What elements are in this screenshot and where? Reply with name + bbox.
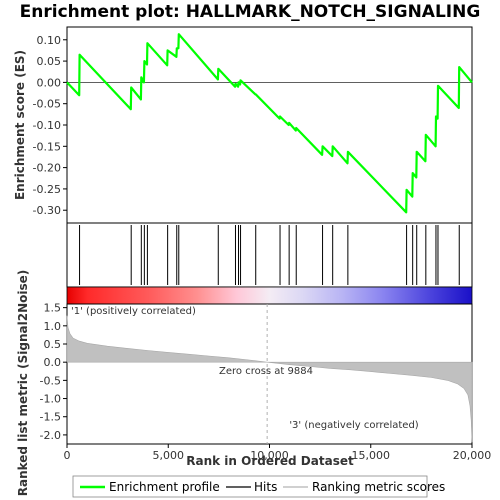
x-tick-label: 0 xyxy=(64,449,71,462)
legend-hits-label: Hits xyxy=(254,480,277,494)
es-y-axis-label: Enrichment score (ES) xyxy=(13,50,27,200)
ranked-y-tick-label: 0.0 xyxy=(44,356,62,369)
ranked-y-tick-label: 1.0 xyxy=(44,320,62,333)
x-axis-label: Rank in Ordered Dataset xyxy=(186,454,354,468)
x-tick-label: 5,000 xyxy=(153,449,185,462)
ranked-y-tick-label: -1.0 xyxy=(40,393,61,406)
zero-cross-label: Zero cross at 9884 xyxy=(219,366,313,377)
ranking-metric-area xyxy=(66,315,473,443)
es-y-tick-label: -0.10 xyxy=(33,119,61,132)
ranked-metric-panel: 1.5 1.0 0.5 0.0 -0.5 -1.0 -1.5 -2.0 0 5,000 10,00… xyxy=(16,270,491,497)
ranked-y-tick-label: -0.5 xyxy=(40,374,61,387)
legend-enrichment-label: Enrichment profile xyxy=(109,480,220,494)
legend: Enrichment profile Hits Ranking metric s… xyxy=(72,475,445,498)
enrichment-profile-line xyxy=(66,33,473,214)
es-y-tick-label: -0.15 xyxy=(33,140,61,153)
ranked-y-tick-label: 0.5 xyxy=(44,338,62,351)
es-y-tick-label: -0.25 xyxy=(33,183,61,196)
es-y-tick-label: -0.05 xyxy=(33,98,61,111)
legend-metric-label: Ranking metric scores xyxy=(312,480,445,494)
hits-panel-frame xyxy=(66,222,473,288)
x-tick-label: 15,000 xyxy=(352,449,391,462)
es-y-tick-label: -0.30 xyxy=(33,204,61,217)
x-tick-label: 10,000 xyxy=(250,449,289,462)
es-y-tick-label: 0.10 xyxy=(37,34,62,47)
chart-title: Enrichment plot: HALLMARK_NOTCH_SIGNALIN… xyxy=(20,2,481,22)
ranked-y-tick-label: -2.0 xyxy=(40,429,61,442)
es-panel-frame xyxy=(66,26,473,224)
es-panel: 0.10 0.05 0.00 -0.05 -0.10 -0.15 -0.20 -0.25 -0.… xyxy=(13,26,473,224)
es-y-tick-label: -0.20 xyxy=(33,162,61,175)
hits-panel xyxy=(66,222,473,288)
x-tick-label: 20,000 xyxy=(453,449,492,462)
rank-color-bar-fill xyxy=(67,287,472,304)
ranked-y-axis-label: Ranked list metric (Signal2Noise) xyxy=(16,270,30,497)
es-y-tick-label: 0.00 xyxy=(37,76,62,89)
ranked-y-tick-label: -1.5 xyxy=(40,411,61,424)
positive-correlation-label: '1' (positively correlated) xyxy=(71,306,196,317)
es-y-tick-label: 0.05 xyxy=(37,55,62,68)
ranked-y-tick-label: 1.5 xyxy=(44,302,62,315)
negative-correlation-label: '3' (negatively correlated) xyxy=(289,420,418,431)
rank-color-bar xyxy=(66,286,473,305)
